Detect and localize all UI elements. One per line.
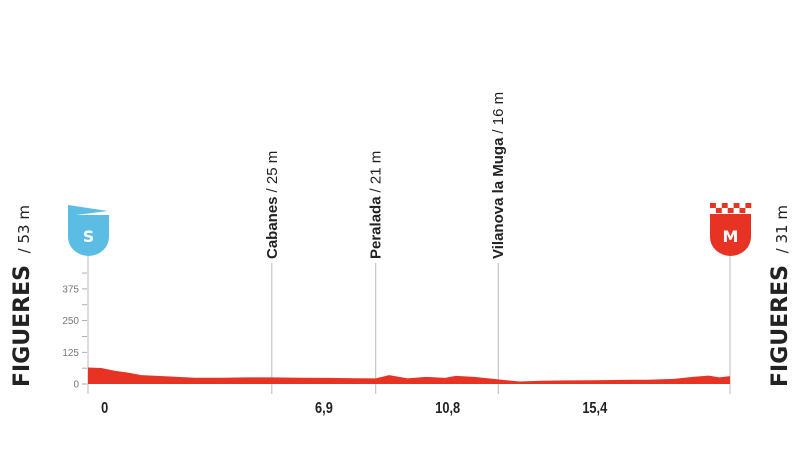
start-town-label: FIGUERES / 53 m <box>10 205 35 387</box>
checker-square <box>710 203 716 208</box>
waypoint-altitude: / 16 m <box>490 92 507 134</box>
waypoint-name: Cabanes <box>264 196 281 259</box>
x-tick-label: 6,9 <box>315 400 333 418</box>
finish-shield-icon <box>710 214 751 256</box>
waypoint-name: Peralada <box>368 196 385 259</box>
start-flag-icon <box>68 205 108 216</box>
y-tick-label: 375 <box>62 284 79 295</box>
x-tick-label: 15,4 <box>582 400 607 418</box>
y-tick-label: 250 <box>62 316 79 327</box>
checker-square <box>715 208 722 213</box>
finish-town-altitude: / 31 m <box>773 205 791 253</box>
finish-town-label: FIGUERES / 31 m <box>768 205 793 387</box>
finish-town-name: FIGUERES <box>768 265 793 387</box>
x-tick-label: 0 <box>101 400 108 418</box>
checker-square <box>727 208 734 213</box>
y-tick-label: 125 <box>62 348 79 359</box>
waypoint-altitude: / 21 m <box>368 151 385 193</box>
checker-square <box>739 208 746 213</box>
finish-checkered-icon <box>710 203 752 213</box>
finish-badge-letter: M <box>723 227 739 246</box>
waypoint-altitude: / 25 m <box>264 151 281 193</box>
start-shield-icon <box>68 215 109 256</box>
elevation-profile-area <box>88 367 730 384</box>
start-badge-letter: S <box>83 227 95 246</box>
waypoint-label: Cabanes / 25 m <box>264 151 281 259</box>
waypoint-label: Vilanova la Muga / 16 m <box>490 92 507 259</box>
checker-square <box>733 203 740 208</box>
start-town-name: FIGUERES <box>10 265 35 387</box>
checker-square <box>721 203 728 208</box>
start-town-altitude: / 53 m <box>15 205 33 253</box>
finish-badge: M <box>710 203 752 256</box>
waypoint-name: Vilanova la Muga <box>490 137 507 259</box>
x-tick-label: 10,8 <box>435 400 460 418</box>
waypoint-label: Peralada / 21 m <box>368 151 385 259</box>
start-badge: S <box>68 205 109 256</box>
y-tick-label: 0 <box>73 380 79 391</box>
checker-square <box>745 203 752 208</box>
